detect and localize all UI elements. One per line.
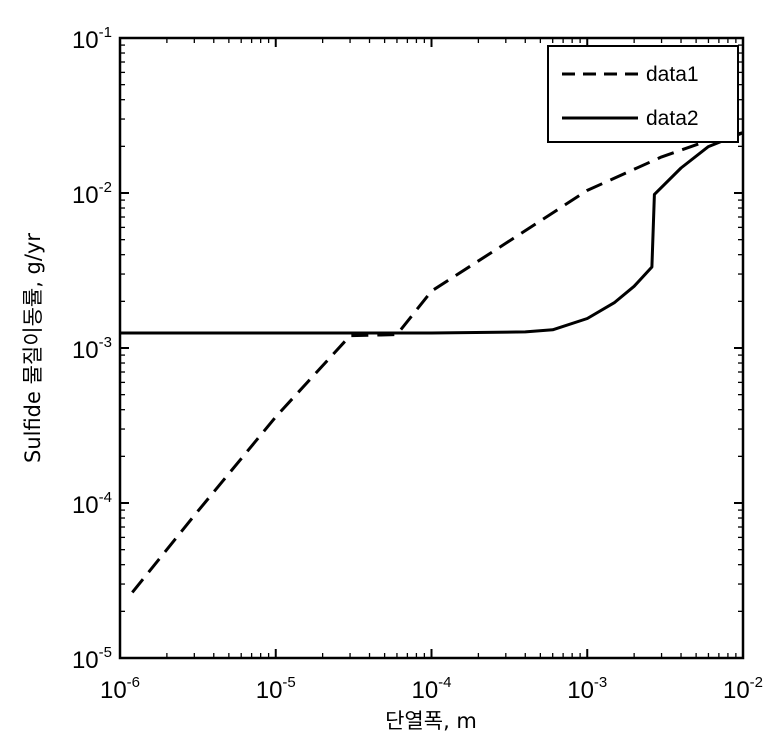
x-axis-label: 단열폭, m [385, 709, 477, 733]
y-tick-label-exp: -5 [99, 644, 112, 661]
y-tick-label: 10-1 [72, 24, 112, 54]
y-tick-label-exp: -1 [99, 24, 112, 41]
legend-label-data2: data2 [646, 107, 699, 130]
y-tick-label-base: 10 [72, 27, 99, 54]
x-tick-label: 10-2 [723, 674, 763, 704]
x-tick-label-exp: -2 [750, 674, 763, 691]
legend-label-data1: data1 [646, 63, 699, 86]
x-tick-label-base: 10 [100, 677, 127, 704]
y-tick-label-exp: -2 [99, 179, 112, 196]
x-tick-label-base: 10 [723, 677, 750, 704]
legend-box [547, 45, 739, 143]
tick-labels: 10-6 10-5 10-4 10-3 10-210-510-410-310-210-1 [72, 24, 763, 704]
x-tick-label-exp: -3 [594, 674, 607, 691]
y-tick-label-base: 10 [72, 337, 99, 364]
series-line-data2 [120, 131, 744, 335]
axis-ticks [119, 37, 744, 659]
x-tick-label-exp: -6 [127, 674, 140, 691]
x-tick-label-exp: -4 [438, 674, 451, 691]
y-tick-label-base: 10 [72, 182, 99, 209]
x-tick-label: 10-4 [411, 674, 451, 704]
x-tick-label: 10-5 [256, 674, 296, 704]
y-axis-label: Sulfide 물질이동률, g/yr [21, 233, 45, 463]
x-tick-label-base: 10 [411, 677, 438, 704]
x-tick-label-base: 10 [256, 677, 283, 704]
series-line-data1 [131, 131, 744, 594]
y-tick-label-base: 10 [72, 647, 99, 674]
y-tick-label-exp: -3 [99, 334, 112, 351]
y-tick-label: 10-2 [72, 179, 112, 209]
y-tick-label: 10-5 [72, 644, 112, 674]
x-tick-label: 10-6 [100, 674, 140, 704]
x-tick-label-exp: -5 [282, 674, 295, 691]
x-tick-label: 10-3 [567, 674, 607, 704]
y-tick-label: 10-4 [72, 489, 112, 519]
series-lines [120, 131, 744, 594]
y-tick-label-exp: -4 [99, 489, 112, 506]
legend: data1 data2 [547, 45, 739, 143]
y-tick-label-base: 10 [72, 492, 99, 519]
x-tick-label-base: 10 [567, 677, 594, 704]
y-tick-label: 10-3 [72, 334, 112, 364]
